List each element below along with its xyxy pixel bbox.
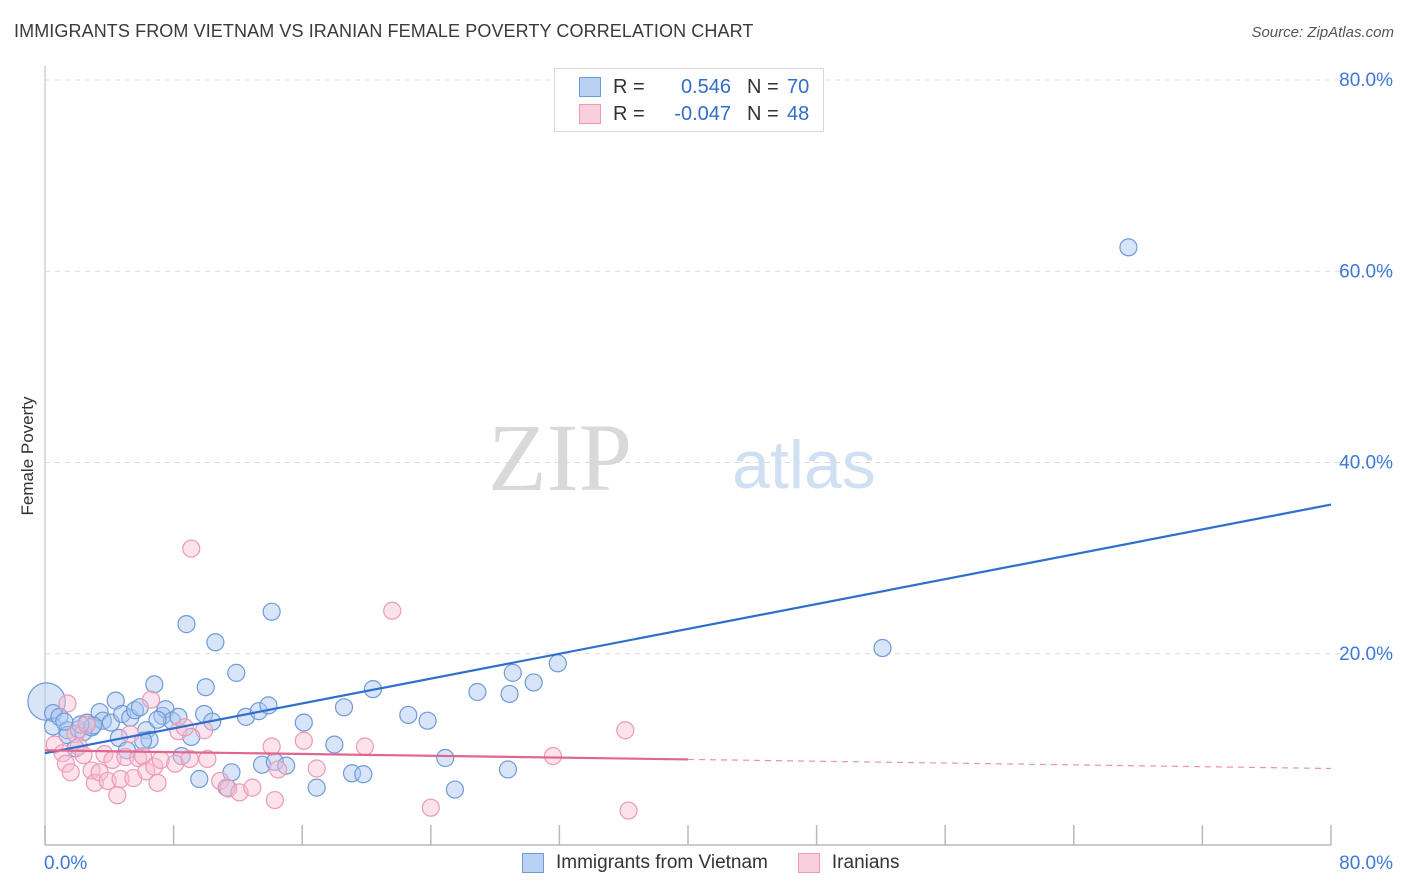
legend-r-value: -0.047 xyxy=(674,102,731,125)
data-point-pink xyxy=(294,731,313,750)
data-point-blue xyxy=(445,780,465,799)
data-point-blue xyxy=(399,705,418,725)
data-point-pink xyxy=(166,754,185,773)
data-point-blue xyxy=(468,682,487,702)
data-point-blue xyxy=(148,710,167,729)
y-tick-label: 20.0% xyxy=(1339,644,1393,665)
data-point-blue xyxy=(55,712,74,731)
gridlines xyxy=(45,79,1393,655)
data-point-pink xyxy=(265,790,284,810)
trend-lines xyxy=(44,503,1332,770)
data-point-pink xyxy=(619,801,638,820)
data-point-blue xyxy=(500,684,519,704)
legend-n-label: N = xyxy=(747,75,779,98)
data-point-pink xyxy=(108,786,127,805)
y-tick-label: 60.0% xyxy=(1339,261,1393,282)
legend-swatch-pink xyxy=(579,104,601,124)
data-points xyxy=(27,238,1138,820)
data-point-blue xyxy=(307,778,326,797)
data-point-blue xyxy=(873,638,892,658)
legend-label-vietnam: Immigrants from Vietnam xyxy=(556,852,768,873)
legend-swatch-blue xyxy=(579,77,601,97)
trend-line-blue xyxy=(44,503,1332,755)
data-point-blue xyxy=(145,675,164,694)
data-point-pink xyxy=(543,746,563,766)
data-point-pink xyxy=(219,779,238,798)
legend-item-vietnam[interactable]: Immigrants from Vietnam xyxy=(522,852,768,874)
data-point-blue xyxy=(140,730,159,749)
legend-row-iranians: R = -0.047 N = 48 xyxy=(579,102,809,126)
data-point-blue xyxy=(262,602,281,621)
legend-n-label: N = xyxy=(747,102,779,125)
data-point-pink xyxy=(111,769,130,789)
axes xyxy=(44,66,1332,846)
data-point-blue xyxy=(84,716,103,735)
trend-line-pink xyxy=(44,749,689,761)
data-point-pink xyxy=(74,746,93,765)
data-point-blue xyxy=(294,713,313,732)
data-point-blue xyxy=(334,698,354,717)
y-tick-label: 40.0% xyxy=(1339,453,1393,474)
data-point-pink xyxy=(61,763,80,782)
data-point-pink xyxy=(58,694,77,713)
data-point-blue xyxy=(524,673,543,692)
legend-r-value: 0.546 xyxy=(680,75,731,98)
data-point-blue xyxy=(418,711,437,730)
data-point-pink xyxy=(616,721,635,740)
legend-row-vietnam: R = 0.546 N = 70 xyxy=(579,75,809,99)
series-legend: Immigrants from Vietnam Iranians xyxy=(522,852,930,874)
chart-title: IMMIGRANTS FROM VIETNAM VS IRANIAN FEMAL… xyxy=(14,21,754,41)
data-point-blue xyxy=(354,765,373,784)
data-point-pink xyxy=(56,754,75,773)
data-point-blue xyxy=(169,707,188,726)
legend-n-value: 48 xyxy=(787,102,810,125)
data-point-pink xyxy=(148,773,167,792)
stats-legend: R = 0.546 N = 70 R = -0.047 N = 48 xyxy=(554,68,824,132)
data-point-blue xyxy=(498,760,518,779)
legend-r-label: R = xyxy=(613,75,645,98)
data-point-blue xyxy=(436,748,455,768)
data-point-blue xyxy=(177,615,196,634)
legend-n-value: 70 xyxy=(787,75,810,98)
legend-r-label: R = xyxy=(613,102,645,125)
trend-line-pink-extrapolated xyxy=(687,758,1332,770)
watermark-atlas: atlas xyxy=(732,427,876,503)
data-point-blue xyxy=(548,654,567,673)
data-point-pink xyxy=(116,747,135,767)
y-tick-label: 80.0% xyxy=(1339,70,1393,91)
tick-labels: 20.0% 40.0% 60.0% 80.0% 0.0% 80.0% xyxy=(44,70,1393,874)
x-tick-label-max: 80.0% xyxy=(1339,853,1393,874)
data-point-blue xyxy=(125,701,145,720)
data-point-pink xyxy=(141,690,161,709)
legend-label-iranians: Iranians xyxy=(831,852,900,873)
data-point-pink xyxy=(198,749,217,769)
data-point-pink xyxy=(262,737,281,756)
legend-item-iranians[interactable]: Iranians xyxy=(797,852,900,874)
data-point-pink xyxy=(243,778,262,797)
data-point-pink xyxy=(355,737,374,756)
data-point-blue xyxy=(503,663,522,682)
data-point-pink xyxy=(77,715,96,734)
data-point-pink xyxy=(180,749,199,769)
legend-swatch-blue xyxy=(522,853,544,873)
watermark-zip: ZIP xyxy=(488,404,632,511)
data-point-blue xyxy=(325,735,344,754)
data-point-blue xyxy=(227,663,246,682)
data-point-pink xyxy=(421,798,440,817)
data-point-pink xyxy=(307,759,326,778)
data-point-blue xyxy=(206,633,225,652)
data-point-pink xyxy=(383,601,402,620)
data-point-blue xyxy=(190,769,209,789)
data-point-pink xyxy=(182,539,201,558)
watermark: ZIP atlas xyxy=(488,404,876,511)
x-tick-label-min: 0.0% xyxy=(44,853,87,874)
legend-swatch-pink xyxy=(797,853,820,873)
data-point-blue xyxy=(43,717,63,736)
data-point-blue xyxy=(1119,238,1138,257)
data-point-blue xyxy=(196,678,215,697)
data-point-pink xyxy=(121,724,140,744)
source-label: Source: ZipAtlas.com xyxy=(1251,24,1394,41)
data-point-pink xyxy=(268,760,288,779)
